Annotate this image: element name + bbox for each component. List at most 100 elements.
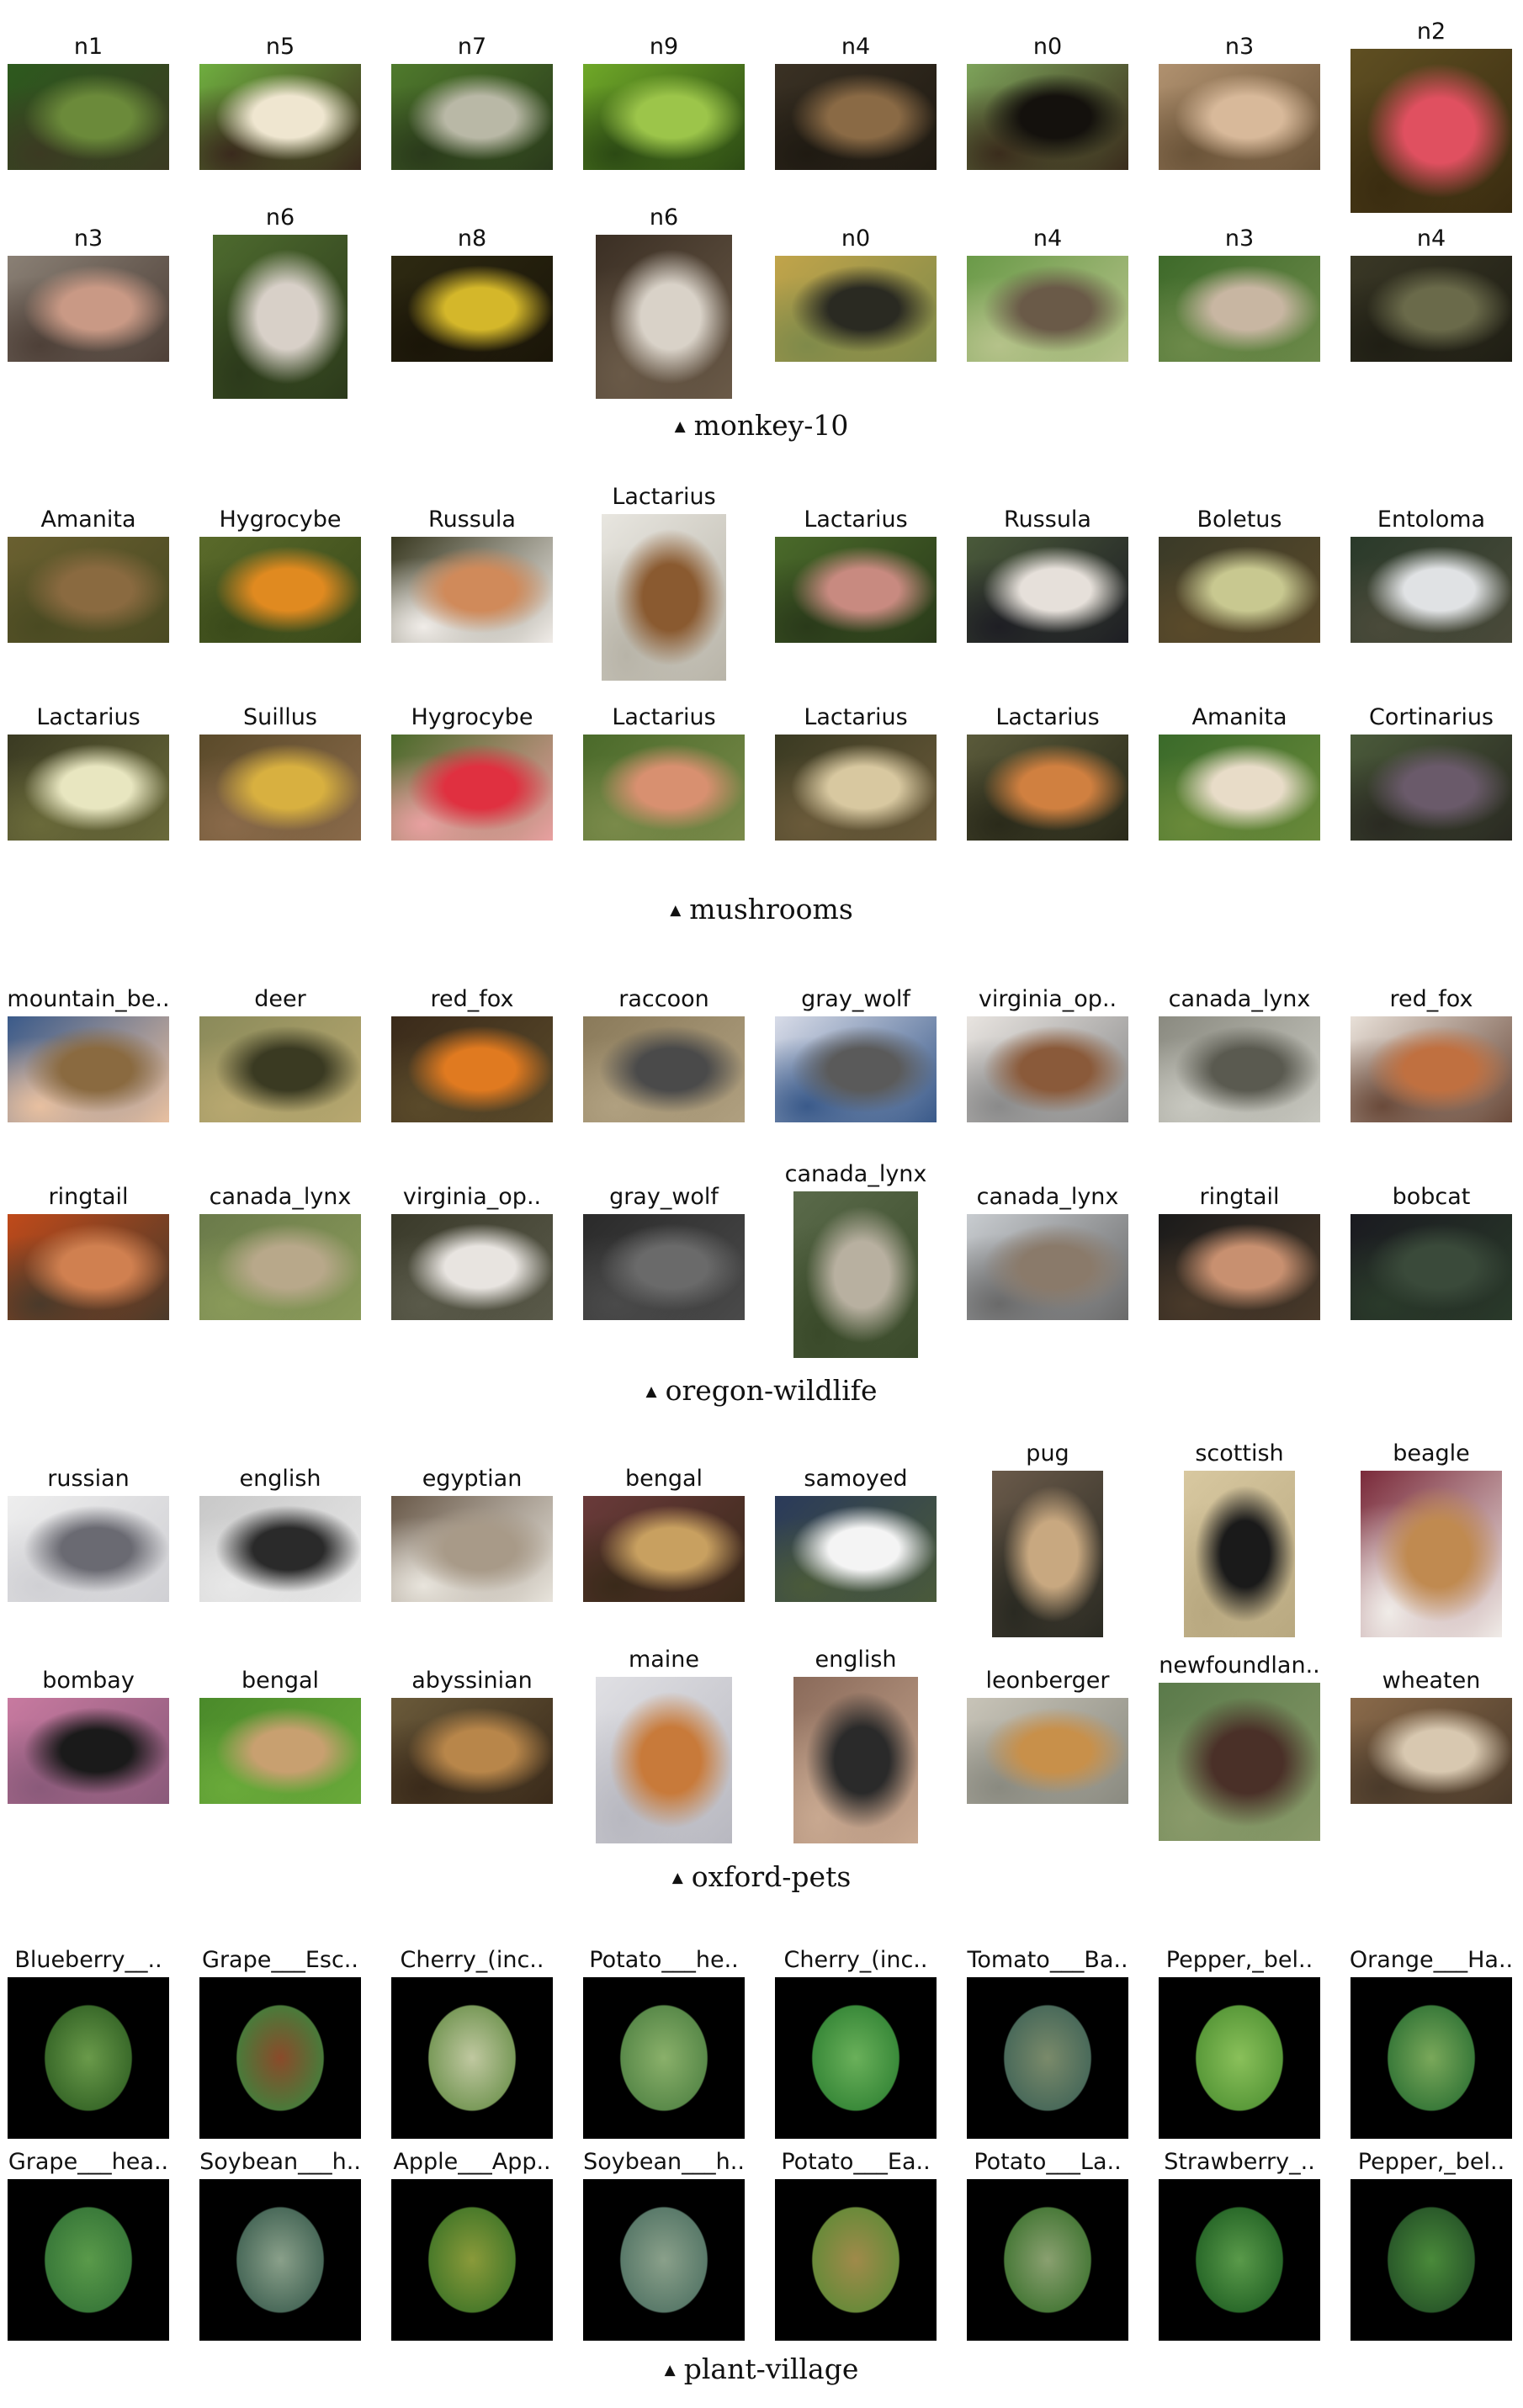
sample-image	[199, 1214, 361, 1320]
sample-class-label: Russula	[428, 507, 516, 533]
triangle-up-icon: ▲	[670, 902, 682, 919]
triangle-up-icon: ▲	[671, 1870, 683, 1886]
sample-image	[793, 1191, 918, 1358]
leaf-image	[1351, 2179, 1512, 2341]
sample-class-label: samoyed	[804, 1466, 908, 1492]
sample-image	[391, 64, 553, 170]
sample-image	[583, 735, 745, 841]
sample-class-label: deer	[254, 986, 306, 1012]
sample-image	[775, 537, 937, 643]
sample-class-label: Entoloma	[1377, 507, 1486, 533]
sample-class-label: Grape___Esc..	[202, 1947, 358, 1973]
sample-image	[199, 537, 361, 643]
sample-class-label: Lactarius	[612, 484, 716, 510]
sample-class-label: gray_wolf	[609, 1184, 719, 1210]
sample-image	[1159, 735, 1320, 841]
sample-class-label: Russula	[1004, 507, 1091, 533]
sample-image	[1351, 256, 1512, 362]
sample-image	[213, 235, 348, 399]
dataset-caption: ▲ mushrooms	[670, 895, 853, 923]
sample-class-label: pug	[1026, 1440, 1069, 1467]
sample-class-label: Orange___Ha..	[1349, 1947, 1514, 1973]
sample-class-label: scottish	[1195, 1440, 1284, 1467]
sample-class-label: virginia_op..	[978, 986, 1117, 1012]
leaf-image	[391, 2179, 553, 2341]
sample-class-label: Grape___hea..	[8, 2149, 169, 2175]
sample-image	[1351, 1214, 1512, 1320]
sample-image	[8, 1496, 169, 1602]
sample-class-label: red_fox	[430, 986, 514, 1012]
dataset-name: monkey-10	[693, 409, 849, 442]
sample-class-label: n9	[649, 34, 679, 60]
sample-class-label: n8	[457, 225, 487, 252]
sample-class-label: leonberger	[985, 1668, 1110, 1694]
sample-class-label: bobcat	[1392, 1184, 1471, 1210]
sample-class-label: Lactarius	[612, 704, 716, 730]
sample-class-label: Boletus	[1197, 507, 1282, 533]
sample-class-label: raccoon	[618, 986, 709, 1012]
sample-class-label: Cortinarius	[1369, 704, 1494, 730]
leaf-image	[199, 2179, 361, 2341]
sample-image	[583, 64, 745, 170]
sample-class-label: n7	[457, 34, 487, 60]
sample-image	[391, 735, 553, 841]
sample-image	[8, 64, 169, 170]
sample-image	[967, 64, 1128, 170]
sample-image	[391, 1698, 553, 1804]
sample-class-label: Suillus	[243, 704, 317, 730]
sample-class-label: canada_lynx	[1168, 986, 1311, 1012]
sample-image	[1159, 64, 1320, 170]
sample-class-label: Soybean___h..	[199, 2149, 361, 2175]
sample-image	[1159, 537, 1320, 643]
sample-class-label: Cherry_(inc..	[783, 1947, 928, 1973]
sample-class-label: n3	[73, 225, 103, 252]
sample-image	[1351, 1016, 1512, 1122]
sample-class-label: gray_wolf	[801, 986, 910, 1012]
leaf-image	[391, 1977, 553, 2139]
sample-image	[8, 1016, 169, 1122]
leaf-image	[775, 1977, 937, 2139]
sample-image	[1184, 1471, 1295, 1637]
sample-class-label: abyssinian	[411, 1668, 533, 1694]
sample-class-label: ringtail	[1199, 1184, 1280, 1210]
sample-class-label: Hygrocybe	[219, 507, 342, 533]
sample-image	[199, 735, 361, 841]
sample-class-label: english	[239, 1466, 321, 1492]
sample-class-label: beagle	[1393, 1440, 1470, 1467]
sample-class-label: n0	[1032, 34, 1063, 60]
leaf-image	[775, 2179, 937, 2341]
leaf-image	[199, 1977, 361, 2139]
sample-class-label: n3	[1224, 34, 1255, 60]
sample-class-label: n2	[1416, 19, 1446, 45]
sample-image	[391, 537, 553, 643]
sample-image	[967, 1698, 1128, 1804]
sample-class-label: mountain_be..	[7, 986, 170, 1012]
sample-class-label: english	[815, 1647, 897, 1673]
sample-class-label: Amanita	[1191, 704, 1287, 730]
sample-image	[596, 235, 732, 399]
sample-class-label: Lactarius	[804, 704, 908, 730]
sample-image	[1351, 49, 1512, 213]
sample-image	[583, 1214, 745, 1320]
dataset-name: plant-village	[683, 2352, 859, 2385]
sample-class-label: n1	[73, 34, 103, 60]
sample-image	[1351, 537, 1512, 643]
sample-image	[8, 1214, 169, 1320]
sample-image	[1361, 1471, 1502, 1637]
sample-image	[775, 256, 937, 362]
leaf-image	[583, 1977, 745, 2139]
sample-image	[8, 735, 169, 841]
sample-class-label: Lactarius	[804, 507, 908, 533]
sample-image	[1159, 1016, 1320, 1122]
sample-class-label: n6	[649, 204, 679, 231]
sample-class-label: red_fox	[1389, 986, 1473, 1012]
leaf-image	[8, 2179, 169, 2341]
sample-class-label: newfoundlan..	[1159, 1652, 1320, 1679]
sample-image	[199, 1496, 361, 1602]
dataset-caption: ▲ monkey-10	[675, 411, 849, 439]
sample-class-label: Lactarius	[36, 704, 141, 730]
sample-image	[967, 537, 1128, 643]
sample-class-label: canada_lynx	[784, 1161, 927, 1187]
sample-class-label: Potato___La..	[974, 2149, 1122, 2175]
sample-class-label: Blueberry__..	[14, 1947, 162, 1973]
